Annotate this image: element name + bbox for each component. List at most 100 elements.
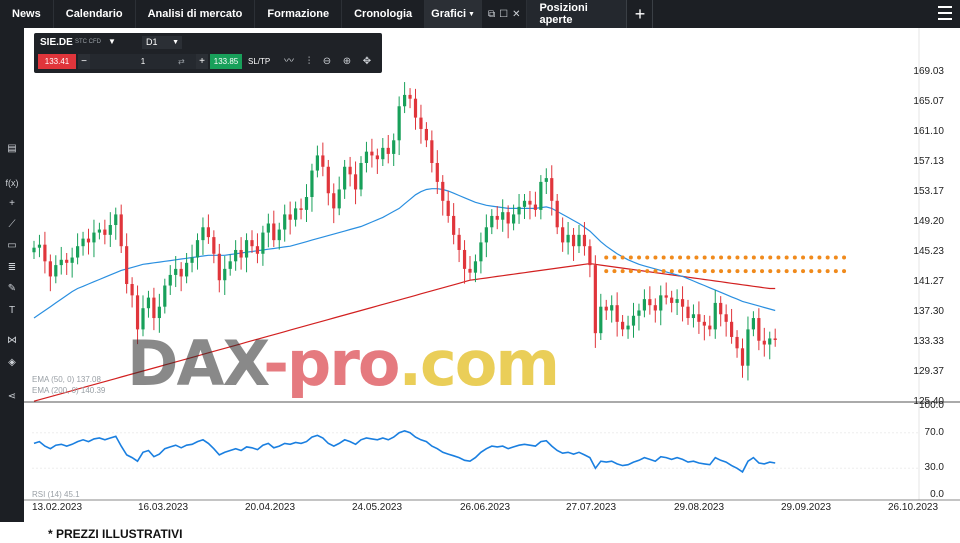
resistance-dot (669, 269, 674, 274)
candle-body (255, 246, 260, 254)
tab-charts[interactable]: Grafici ▼ (425, 0, 482, 28)
candle-body (283, 214, 287, 230)
candle-body (724, 314, 728, 322)
resistance-dot (751, 269, 756, 274)
decrease-quantity-button[interactable]: − (78, 54, 90, 69)
candle-body (321, 155, 325, 167)
price-tick-label: 169.03 (913, 66, 944, 77)
move-icon[interactable]: ✥ (362, 56, 372, 67)
candle-body (272, 223, 276, 241)
resistance-dot (792, 269, 797, 274)
chart-layout-icon[interactable]: ▤ (7, 143, 17, 154)
crosshair-tool-icon[interactable]: + (9, 198, 15, 209)
price-chart[interactable]: EMA (50, 0) 137.08 EMA (200, 0) 140.39 R… (24, 28, 960, 522)
candle-body (163, 285, 167, 307)
candle-body (517, 206, 521, 215)
candle-body (648, 299, 652, 306)
candle-body (234, 249, 238, 262)
candle-body (326, 166, 330, 194)
candle-body (250, 240, 254, 247)
candle-body (119, 214, 123, 247)
maximize-icon[interactable]: ☐ (499, 8, 509, 20)
candle-body (610, 305, 614, 311)
price-tick-label: 133.33 (913, 336, 944, 348)
candle-body (206, 227, 210, 238)
ema200-line (33, 262, 776, 402)
candle-body (533, 204, 537, 210)
resistance-dot (842, 269, 847, 274)
nav-education[interactable]: Formazione (255, 0, 343, 28)
layers-icon[interactable]: ◈ (8, 357, 16, 368)
watermark-part-dax: DAX (127, 327, 265, 400)
resistance-dot (637, 269, 642, 274)
instrument-symbol[interactable]: SIE.DE (40, 37, 73, 48)
candle-body (81, 238, 85, 247)
candle-body (593, 265, 597, 334)
candle-body (604, 306, 608, 311)
function-icon[interactable]: f(x) (5, 178, 19, 188)
close-icon[interactable]: ✕ (512, 8, 521, 20)
nav-news[interactable]: News (0, 0, 54, 28)
price-tick-label: 165.07 (913, 95, 944, 107)
candle-body (566, 234, 570, 243)
price-tick-label: 157.13 (913, 156, 944, 167)
candle-body (490, 215, 494, 228)
candle-body (397, 106, 401, 141)
increase-quantity-button[interactable]: + (196, 54, 208, 69)
candle-body (702, 321, 706, 326)
fibonacci-tool-icon[interactable]: ≣ (7, 262, 17, 273)
resistance-dot (842, 255, 847, 260)
resistance-dot (751, 255, 756, 260)
popout-icon[interactable]: ⧉ (487, 8, 496, 20)
add-tab-button[interactable]: + (627, 0, 654, 28)
candle-body (582, 234, 587, 247)
magnet-icon[interactable]: ⋈ (7, 335, 17, 346)
candle-body (392, 140, 396, 154)
candle-body (462, 249, 467, 269)
candle-body (174, 268, 178, 275)
brush-tool-icon[interactable]: ✎ (7, 283, 17, 294)
watermark-part-pro: -pro (263, 327, 400, 400)
symbol-dropdown-icon[interactable]: ▼ (108, 37, 116, 46)
zoom-out-icon[interactable]: ⊖ (322, 56, 332, 67)
candle-body (294, 208, 298, 220)
indicators-icon[interactable]: ⫶ (307, 56, 311, 67)
trendline-tool-icon[interactable]: ⟋ (8, 219, 16, 230)
candle-body (315, 155, 319, 171)
candle-body (108, 225, 112, 235)
resistance-dot (727, 269, 732, 274)
rectangle-tool-icon[interactable]: ▭ (7, 240, 17, 251)
candle-body (244, 240, 249, 258)
candle-body (86, 238, 91, 243)
chevron-down-icon[interactable]: ▼ (468, 10, 475, 18)
resistance-dot (686, 255, 691, 260)
text-tool-icon[interactable]: T (8, 305, 16, 316)
price-tick-label: 141.27 (913, 275, 944, 287)
nav-history[interactable]: Cronologia (342, 0, 426, 28)
buy-button[interactable]: 133.85 (210, 54, 242, 69)
nav-calendar[interactable]: Calendario (54, 0, 136, 28)
candle-body (435, 162, 439, 182)
candle-body (773, 338, 777, 340)
zoom-in-icon[interactable]: ⊕ (342, 56, 352, 67)
candle-body (577, 234, 581, 247)
candle-body (277, 229, 281, 241)
timeframe-select[interactable]: D1 ▼ (142, 36, 182, 49)
rsi-line (33, 430, 776, 474)
candle-body (54, 265, 58, 277)
swap-icon[interactable]: ⇄ (178, 57, 185, 66)
share-icon[interactable]: ⋖ (7, 391, 17, 402)
rsi-tick-label: 100.0 (918, 400, 944, 411)
resistance-dot (801, 269, 806, 274)
resistance-dot (612, 255, 617, 260)
chart-canvas[interactable] (24, 28, 960, 522)
tab-open-positions[interactable]: Posizioni aperte (527, 0, 628, 28)
line-chart-icon[interactable]: 〰 (284, 56, 294, 67)
nav-market-analysis[interactable]: Analisi di mercato (136, 0, 256, 28)
sltp-button[interactable]: SL/TP (248, 57, 271, 66)
hamburger-menu-icon[interactable] (938, 6, 952, 20)
candle-body (141, 308, 145, 330)
candle-body (713, 302, 717, 330)
quantity-input[interactable]: 1 (90, 54, 196, 69)
sell-button[interactable]: 133.41 (38, 54, 76, 69)
